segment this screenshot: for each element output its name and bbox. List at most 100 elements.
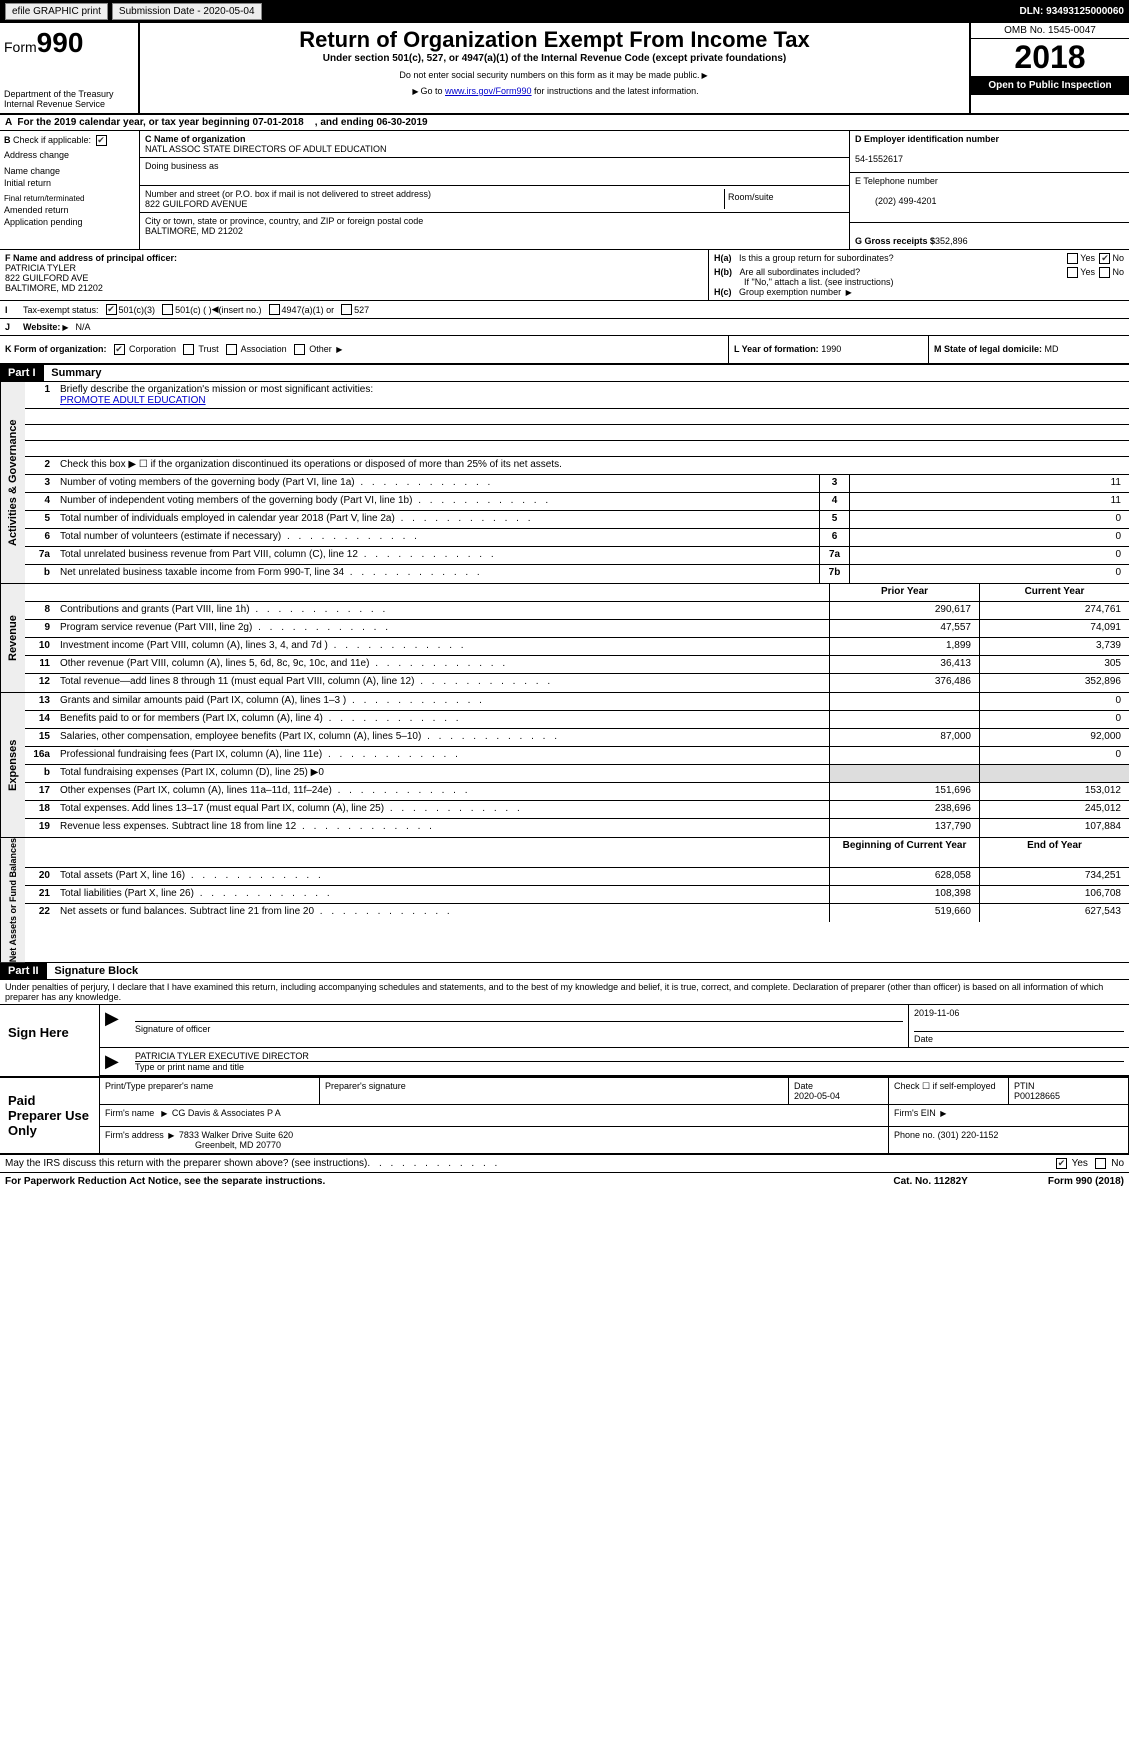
section-fh: F Name and address of principal officer:… xyxy=(0,250,1129,301)
phone-value: (202) 499-4201 xyxy=(875,196,937,206)
opt-trust: Trust xyxy=(198,344,218,354)
corp-check[interactable] xyxy=(114,344,125,355)
gross-value: 352,896 xyxy=(935,236,968,246)
irs-label: Internal Revenue Service xyxy=(4,99,134,109)
room-label: Room/suite xyxy=(724,189,844,209)
part2-header-row: Part II Signature Block xyxy=(0,963,1129,980)
expenses-label: Expenses xyxy=(0,693,25,837)
note1: Do not enter social security numbers on … xyxy=(399,70,699,80)
perjury-text: Under penalties of perjury, I declare th… xyxy=(0,980,1129,1005)
mission-blank xyxy=(25,409,1129,425)
ha-yes[interactable] xyxy=(1067,253,1078,264)
efile-button[interactable]: efile GRAPHIC print xyxy=(5,3,108,20)
topbar: efile GRAPHIC print Submission Date - 20… xyxy=(0,0,1129,23)
gross-label: G Gross receipts $ xyxy=(855,236,935,246)
501c-check[interactable] xyxy=(162,304,173,315)
mission-blank xyxy=(25,425,1129,441)
org-name: NATL ASSOC STATE DIRECTORS OF ADULT EDUC… xyxy=(145,144,387,154)
hb-yes[interactable] xyxy=(1067,267,1078,278)
firm-name-label: Firm's name xyxy=(105,1108,154,1118)
form-org-label: K Form of organization: xyxy=(5,344,107,354)
revenue-section: Revenue Prior YearCurrent Year 8Contribu… xyxy=(0,584,1129,693)
hb-no[interactable] xyxy=(1099,267,1110,278)
discuss-row: May the IRS discuss this return with the… xyxy=(0,1155,1129,1173)
527-check[interactable] xyxy=(341,304,352,315)
col-d: D Employer identification number 54-1552… xyxy=(849,131,1129,249)
opt-insert: (insert no.) xyxy=(219,305,262,315)
4947-check[interactable] xyxy=(269,304,280,315)
prep-phone: (301) 220-1152 xyxy=(938,1130,999,1140)
year-formation: 1990 xyxy=(821,344,841,354)
discuss-yes[interactable] xyxy=(1056,1158,1067,1169)
col-h: H(a) Is this a group return for subordin… xyxy=(709,250,1129,300)
mission-blank xyxy=(25,441,1129,457)
street: 822 GUILFORD AVENUE xyxy=(145,199,247,209)
501c3-check[interactable] xyxy=(106,304,117,315)
row-j: J Website: N/A xyxy=(0,319,1129,336)
discuss-no[interactable] xyxy=(1095,1158,1106,1169)
opt-501c: 501(c) ( ) xyxy=(175,305,212,315)
part1-header: Part I xyxy=(0,365,44,381)
opt-501c3: 501(c)(3) xyxy=(119,305,156,315)
firm-addr1: 7833 Walker Drive Suite 620 xyxy=(179,1130,293,1140)
dept-label: Department of the Treasury xyxy=(4,89,134,99)
mission-label: Briefly describe the organization's miss… xyxy=(60,384,373,395)
tax-year-end: , and ending 06-30-2019 xyxy=(315,117,428,128)
sig-label: Signature of officer xyxy=(135,1024,210,1034)
ptin-value: P00128665 xyxy=(1014,1091,1060,1101)
netassets-section: Net Assets or Fund Balances Beginning of… xyxy=(0,838,1129,963)
trust-check[interactable] xyxy=(183,344,194,355)
firm-name: CG Davis & Associates P A xyxy=(172,1108,281,1118)
check-item: Amended return xyxy=(4,205,135,215)
self-emp-label: Check ☐ if self-employed xyxy=(894,1081,996,1091)
other-check[interactable] xyxy=(294,344,305,355)
assoc-check[interactable] xyxy=(226,344,237,355)
cat-no: Cat. No. 11282Y xyxy=(893,1176,967,1187)
firm-addr-label: Firm's address xyxy=(105,1130,164,1140)
part1-title: Summary xyxy=(46,365,106,381)
opt-4947: 4947(a)(1) or xyxy=(282,305,335,315)
officer-name: PATRICIA TYLER xyxy=(5,263,76,273)
check-item: Application pending xyxy=(4,217,135,227)
prep-date: 2020-05-04 xyxy=(794,1091,840,1101)
row-a: A For the 2019 calendar year, or tax yea… xyxy=(0,115,1129,131)
officer-city: BALTIMORE, MD 21202 xyxy=(5,283,103,293)
officer-typed-name: PATRICIA TYLER EXECUTIVE DIRECTOR xyxy=(135,1051,309,1061)
year-formation-label: L Year of formation: xyxy=(734,344,819,354)
ha-no[interactable] xyxy=(1099,253,1110,264)
note2-post: for instructions and the latest informat… xyxy=(532,86,699,96)
col-b: B Check if applicable: Address change Na… xyxy=(0,131,140,249)
hb-note: If "No," attach a list. (see instruction… xyxy=(744,277,1124,287)
street-label: Number and street (or P.O. box if mail i… xyxy=(145,189,431,199)
part2-header: Part II xyxy=(0,963,47,979)
dln-label: DLN: 93493125000060 xyxy=(1019,6,1124,17)
col-c: C Name of organization NATL ASSOC STATE … xyxy=(140,131,849,249)
sign-section: Sign Here ▶ Signature of officer 2019-11… xyxy=(0,1005,1129,1078)
form-label: Form xyxy=(4,39,37,55)
check-applicable: Check if applicable: xyxy=(13,135,91,145)
firm-ein-label: Firm's EIN xyxy=(894,1108,936,1118)
governance-section: Activities & Governance 1Briefly describ… xyxy=(0,382,1129,584)
preparer-sig-label: Preparer's signature xyxy=(325,1081,406,1091)
sign-here-label: Sign Here xyxy=(0,1005,100,1076)
ein-label: D Employer identification number xyxy=(855,134,999,144)
opt-assoc: Association xyxy=(241,344,287,354)
check-item: Initial return xyxy=(4,178,135,188)
officer-label: F Name and address of principal officer: xyxy=(5,253,177,263)
netassets-label: Net Assets or Fund Balances xyxy=(0,838,25,962)
paperwork-notice: For Paperwork Reduction Act Notice, see … xyxy=(5,1176,325,1187)
ptin-label: PTIN xyxy=(1014,1081,1035,1091)
part1-header-row: Part I Summary xyxy=(0,365,1129,382)
col-f: F Name and address of principal officer:… xyxy=(0,250,709,300)
submission-button[interactable]: Submission Date - 2020-05-04 xyxy=(112,3,262,20)
form-number: 990 xyxy=(37,27,84,58)
domicile-label: M State of legal domicile: xyxy=(934,344,1042,354)
name-type-label: Type or print name and title xyxy=(135,1062,244,1072)
note2-pre: Go to xyxy=(421,86,446,96)
hc-label: Group exemption number xyxy=(739,287,841,297)
website-label: Website: xyxy=(23,322,60,332)
irs-link[interactable]: www.irs.gov/Form990 xyxy=(445,86,532,96)
checkbox-applicable[interactable] xyxy=(96,135,107,146)
tax-year-begin: For the 2019 calendar year, or tax year … xyxy=(17,117,303,128)
mission-value[interactable]: PROMOTE ADULT EDUCATION xyxy=(60,395,206,406)
